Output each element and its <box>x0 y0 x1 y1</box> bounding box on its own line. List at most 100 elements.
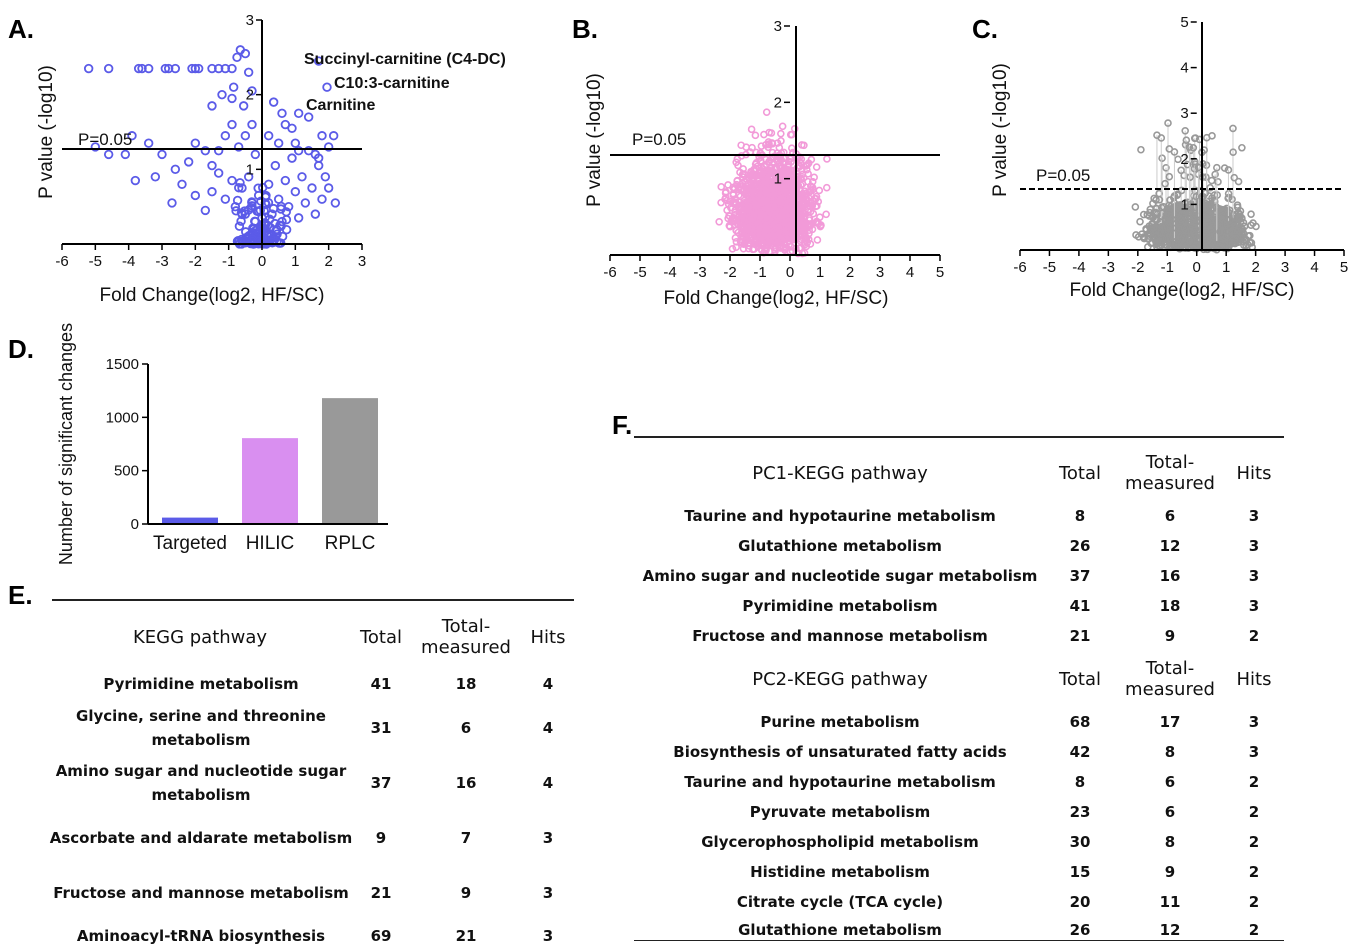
data-point <box>220 63 231 74</box>
data-point <box>1229 124 1237 133</box>
data-point <box>207 160 217 171</box>
data-point <box>1134 233 1143 241</box>
volcano-plot-hilic: P=0.05 -6 -5 -4 -3 -2 -1 0 1 2 3 4 5 1 2 3 Fold Chang… <box>584 18 944 309</box>
data-point <box>1161 241 1169 249</box>
data-point <box>1182 136 1191 145</box>
data-point <box>775 143 784 152</box>
data-point <box>1228 195 1236 204</box>
data-point <box>207 63 217 74</box>
table-row: Fructose and mannose metabolism 21 9 3 <box>0 867 590 919</box>
data-point <box>1247 210 1255 218</box>
data-point <box>749 196 757 204</box>
data-point <box>806 186 815 195</box>
data-point <box>1185 143 1194 151</box>
data-point <box>804 159 813 167</box>
data-point <box>1214 178 1222 186</box>
volcano-plot-targeted: P=0.05 Succinyl-carnitine (C4-DC) C10:3-… <box>36 12 506 306</box>
data-point <box>243 172 254 182</box>
data-point <box>1213 163 1221 172</box>
x-tick-label: 3 <box>876 264 884 281</box>
data-point <box>1239 218 1248 227</box>
data-point <box>227 175 237 186</box>
data-point <box>280 175 291 186</box>
data-point <box>1196 235 1204 243</box>
data-point <box>1203 209 1211 218</box>
data-point <box>1170 148 1179 156</box>
cell-pathway: Glycine, serine and threonine metabolism <box>76 707 326 749</box>
y-tick-label: 0 <box>131 516 139 533</box>
data-point <box>280 119 291 130</box>
data-point <box>263 131 274 141</box>
y-tick-label: 4 <box>1180 60 1188 77</box>
data-point <box>183 157 194 167</box>
data-point <box>1202 133 1211 142</box>
y-ticks: 1 2 3 <box>774 18 790 188</box>
data-point <box>802 236 810 245</box>
data-point <box>734 161 742 170</box>
data-point <box>798 141 806 149</box>
x-tick-label: 0 <box>1193 259 1201 276</box>
cell-hits: 4 <box>542 774 554 792</box>
cell-total: 26 <box>1069 921 1091 939</box>
y-axis-label: P value (-log10) <box>36 65 57 199</box>
threshold-label: P=0.05 <box>1036 166 1090 185</box>
data-point <box>813 236 822 244</box>
data-point <box>823 155 831 163</box>
data-point <box>237 183 247 193</box>
table-top-rule <box>52 599 574 601</box>
data-point <box>1187 217 1195 226</box>
data-point <box>1229 148 1237 156</box>
data-point <box>1230 173 1239 182</box>
y-axis-label: Number of significant changes <box>56 323 76 565</box>
data-point <box>1211 170 1219 179</box>
data-point <box>250 216 260 226</box>
data-point <box>757 245 765 253</box>
table-row: Glycine, serine and threonine metabolism… <box>0 702 590 754</box>
data-point <box>281 214 292 225</box>
data-point <box>812 219 821 227</box>
data-point <box>227 93 237 104</box>
cell-measured: 11 <box>1159 893 1181 911</box>
data-point <box>1155 195 1164 204</box>
table-top-rule <box>634 436 1284 438</box>
data-point <box>750 245 758 253</box>
data-point <box>233 142 244 152</box>
cell-pathway: Pyrimidine metabolism <box>103 675 299 693</box>
x-tick-label: 5 <box>936 264 944 281</box>
x-ticks: -6 -5 -4 -3 -2 -1 0 1 2 3 4 5 <box>1013 250 1348 276</box>
data-point <box>290 138 301 148</box>
y-tick-label: 1500 <box>106 356 139 373</box>
data-point <box>193 63 204 74</box>
data-point <box>1143 210 1152 219</box>
data-point <box>1189 143 1198 152</box>
volcano-plot-rplc: P=0.05 -6 -5 -4 -3 -2 -1 0 1 2 3 4 5 1 2 3 4 5 Fold Cha… <box>990 14 1348 301</box>
data-point <box>747 188 755 197</box>
y-tick-label: 500 <box>114 463 139 480</box>
data-point <box>815 186 824 195</box>
data-point <box>765 206 774 215</box>
data-point <box>767 166 776 174</box>
data-point <box>755 211 763 220</box>
cell-total: 31 <box>370 719 392 737</box>
data-point <box>313 160 324 171</box>
header-pc1-pathway: PC1-KEGG pathway <box>752 462 928 484</box>
data-point <box>232 195 243 206</box>
cell-pathway: Glycerophospholipid metabolism <box>701 833 979 851</box>
data-point <box>786 130 795 139</box>
x-tick-label: -3 <box>693 264 706 281</box>
x-tick-label: 0 <box>258 253 266 270</box>
cell-pathway: Glutathione metabolism <box>738 921 942 939</box>
data-points <box>1131 119 1260 254</box>
y-tick-label: 3 <box>1180 105 1188 122</box>
data-point <box>760 216 769 224</box>
x-category-label: HILIC <box>246 533 295 554</box>
data-point <box>796 209 805 218</box>
data-point <box>781 233 790 242</box>
data-point <box>1220 164 1229 172</box>
data-point <box>330 198 341 208</box>
data-point <box>272 229 282 239</box>
data-point <box>1172 237 1181 246</box>
data-point <box>1168 215 1177 224</box>
data-point <box>163 63 174 74</box>
data-point <box>239 206 250 216</box>
